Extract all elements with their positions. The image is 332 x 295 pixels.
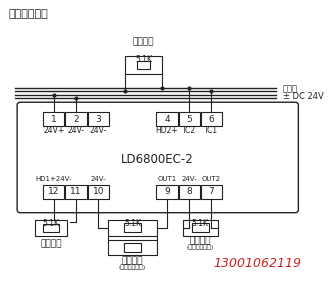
Text: ± DC 24V: ± DC 24V: [283, 92, 324, 101]
Text: 回答信号: 回答信号: [133, 37, 154, 47]
Text: 现场设备: 现场设备: [122, 256, 143, 265]
Text: 5.1K: 5.1K: [192, 219, 209, 228]
Text: 24V-: 24V-: [91, 176, 106, 182]
Text: 5.1K: 5.1K: [42, 219, 59, 228]
Bar: [124, 223, 141, 232]
Text: 13001062119: 13001062119: [213, 258, 301, 271]
Bar: [88, 112, 109, 126]
Text: OUT2: OUT2: [202, 176, 221, 182]
Text: 5.1K: 5.1K: [124, 219, 141, 228]
Text: 接线示意图：: 接线示意图：: [8, 9, 48, 19]
Text: 24V-: 24V-: [67, 126, 85, 135]
Bar: [43, 224, 59, 232]
Bar: [192, 223, 209, 232]
Bar: [183, 220, 218, 236]
Bar: [125, 56, 162, 74]
Text: 7: 7: [208, 187, 214, 196]
Text: 12: 12: [48, 187, 59, 196]
Text: 现场设备: 现场设备: [190, 236, 211, 245]
Bar: [179, 185, 200, 199]
Text: OUT1: OUT1: [157, 176, 177, 182]
Text: 1: 1: [51, 115, 57, 124]
Text: 二总线: 二总线: [283, 85, 298, 94]
Bar: [201, 112, 222, 126]
Text: 2: 2: [73, 115, 79, 124]
Bar: [65, 185, 87, 199]
Text: 9: 9: [164, 187, 170, 196]
Bar: [35, 220, 67, 236]
Bar: [109, 240, 157, 255]
Bar: [43, 185, 64, 199]
Text: 5: 5: [186, 115, 192, 124]
Bar: [137, 61, 150, 69]
Bar: [156, 185, 178, 199]
Text: 10: 10: [93, 187, 104, 196]
Text: 5.1K: 5.1K: [135, 55, 152, 64]
Text: HD2+: HD2+: [156, 126, 178, 135]
Text: 24V-: 24V-: [181, 176, 197, 182]
Bar: [201, 185, 222, 199]
Text: 24V+: 24V+: [43, 126, 64, 135]
Text: LD6800EC-2: LD6800EC-2: [122, 153, 194, 166]
Bar: [109, 220, 157, 236]
Text: 回答信号: 回答信号: [40, 239, 62, 248]
Text: 3: 3: [95, 115, 101, 124]
Text: 6: 6: [208, 115, 214, 124]
Text: (有源接点输出): (有源接点输出): [119, 265, 146, 270]
Bar: [179, 112, 200, 126]
Text: TC1: TC1: [204, 126, 218, 135]
Bar: [124, 243, 141, 252]
Text: 11: 11: [70, 187, 82, 196]
Text: (有源接点输出): (有源接点输出): [187, 245, 214, 250]
Bar: [65, 112, 87, 126]
Text: 24V-: 24V-: [90, 126, 107, 135]
Bar: [88, 185, 109, 199]
Bar: [43, 112, 64, 126]
Bar: [156, 112, 178, 126]
Text: TC2: TC2: [182, 126, 196, 135]
Text: 4: 4: [164, 115, 170, 124]
Text: HD1+24V-: HD1+24V-: [36, 176, 72, 182]
Text: 8: 8: [186, 187, 192, 196]
